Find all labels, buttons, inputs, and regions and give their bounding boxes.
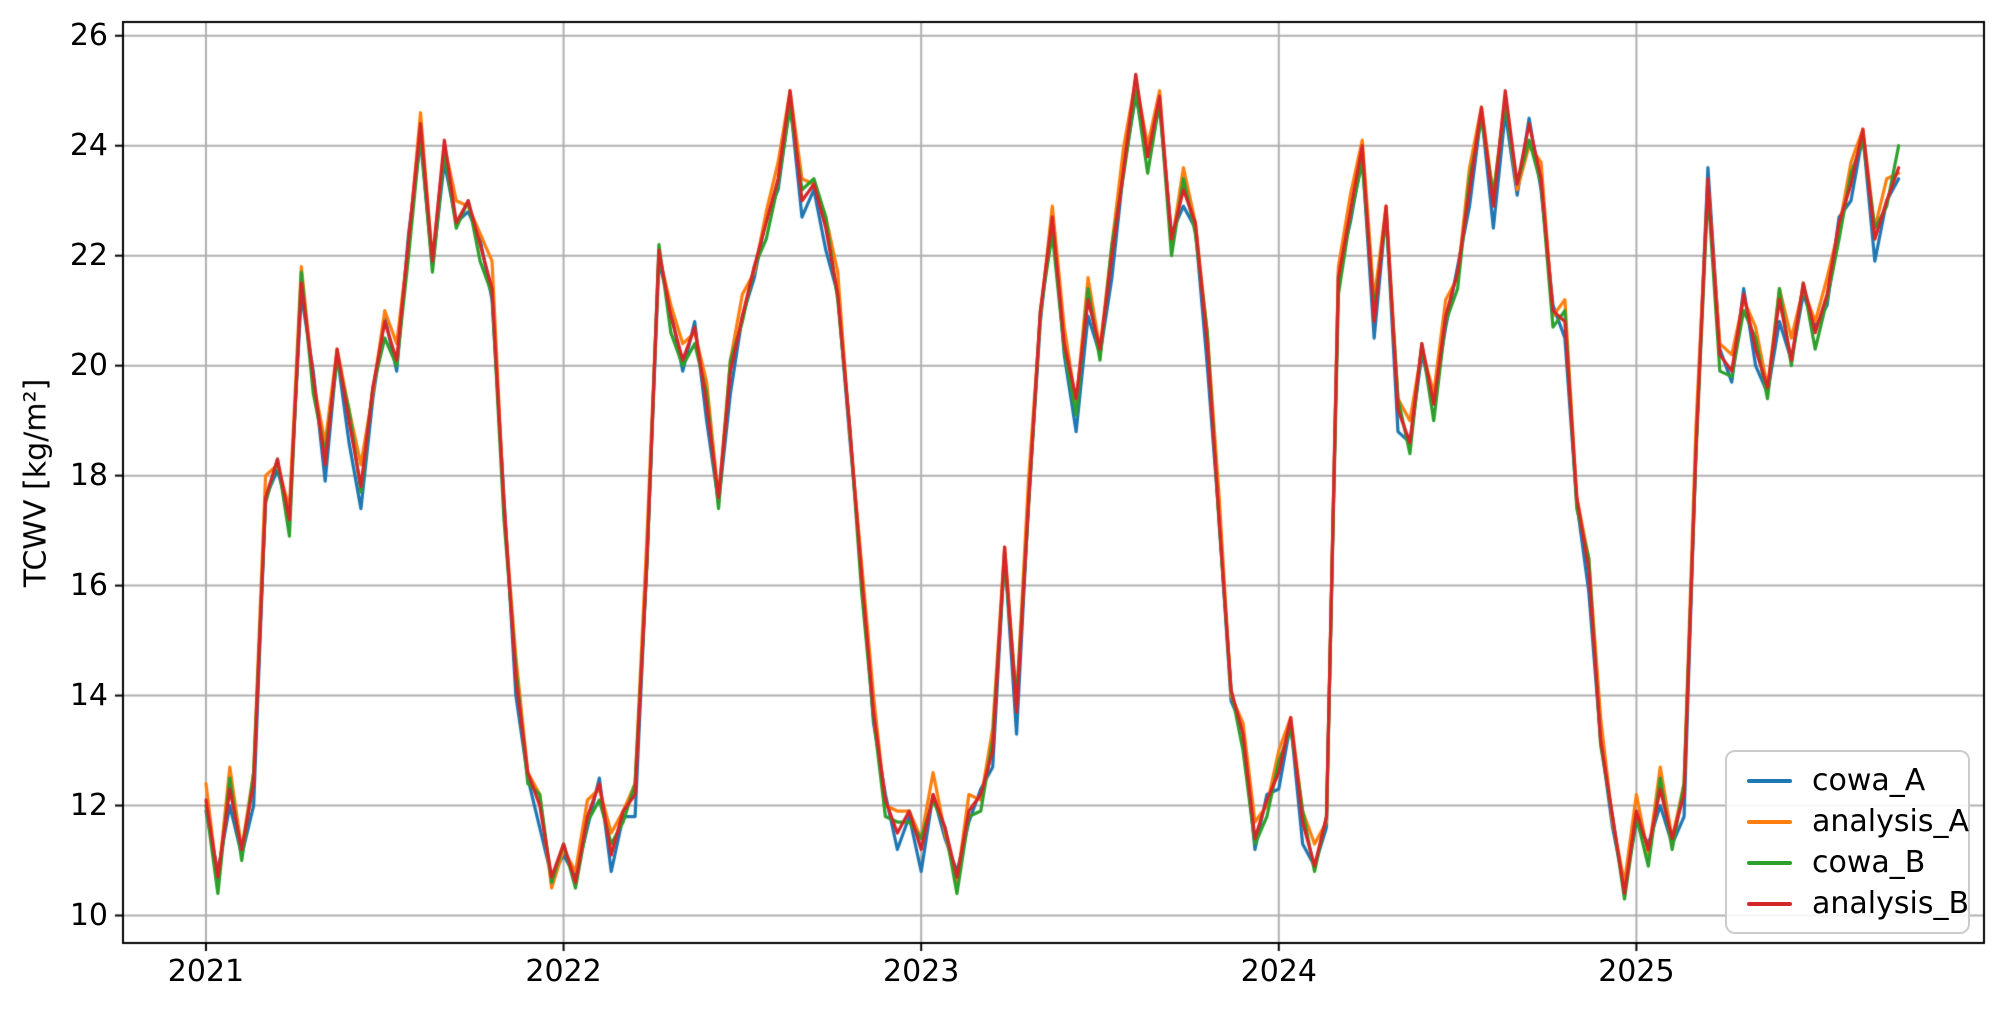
y-tick-label: 10 [69, 897, 108, 933]
y-tick-label: 16 [69, 567, 108, 603]
legend-entry-analysis_B: analysis_B [1727, 883, 1970, 924]
y-tick-label: 18 [69, 457, 108, 493]
legend-line-sample [1747, 819, 1792, 824]
legend-label: analysis_A [1812, 803, 1969, 839]
x-tick-label: 2023 [882, 954, 960, 989]
x-tick-label: 2022 [525, 954, 602, 989]
legend-entry-cowa_B: cowa_B [1727, 842, 1968, 883]
y-tick-label: 14 [69, 677, 108, 713]
y-tick-label: 22 [69, 237, 108, 273]
y-tick-label: 12 [69, 787, 108, 823]
legend-entry-analysis_A: analysis_A [1727, 801, 1969, 842]
y-axis-label: TCWV [kg/m²] [18, 378, 54, 588]
legend: cowa_A analysis_A cowa_B analysis_B [1725, 750, 1970, 934]
legend-label: cowa_A [1812, 762, 1926, 798]
y-tick-label: 20 [69, 347, 108, 383]
legend-line-sample [1747, 860, 1792, 865]
legend-label: analysis_B [1812, 885, 1970, 921]
legend-entry-cowa_A: cowa_A [1727, 760, 1968, 801]
legend-line-sample [1747, 901, 1792, 906]
x-tick-label: 2025 [1598, 954, 1675, 989]
y-tick-label: 26 [69, 17, 108, 53]
legend-line-sample [1747, 778, 1792, 783]
legend-label: cowa_B [1812, 844, 1926, 880]
x-tick-label: 2021 [167, 954, 245, 989]
y-tick-label: 24 [69, 127, 108, 163]
x-tick-label: 2024 [1240, 954, 1317, 989]
